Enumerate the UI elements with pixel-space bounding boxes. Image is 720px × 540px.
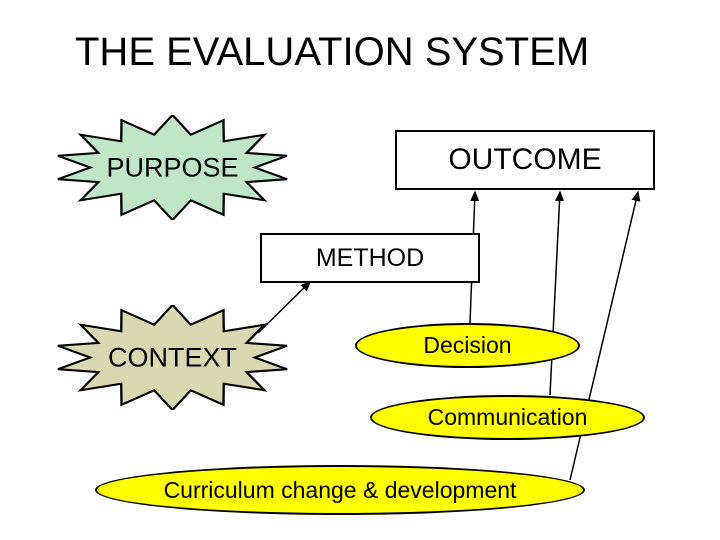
purpose-label: PURPOSE bbox=[55, 152, 290, 183]
edge-curriculum-to-outcome bbox=[570, 192, 638, 480]
decision-label: Decision bbox=[423, 332, 511, 359]
method-node: METHOD bbox=[260, 233, 480, 283]
curriculum-label: Curriculum change & development bbox=[164, 477, 517, 504]
communication-node: Communication bbox=[370, 395, 645, 440]
communication-label: Communication bbox=[428, 404, 588, 431]
outcome-node: OUTCOME bbox=[395, 130, 655, 190]
purpose-node: PURPOSE bbox=[55, 115, 290, 220]
method-label: METHOD bbox=[316, 244, 424, 273]
decision-node: Decision bbox=[355, 323, 580, 368]
curriculum-node: Curriculum change & development bbox=[95, 465, 585, 515]
outcome-label: OUTCOME bbox=[448, 143, 601, 177]
edge-communication-to-outcome bbox=[550, 192, 560, 395]
context-node: CONTEXT bbox=[55, 305, 290, 410]
context-label: CONTEXT bbox=[55, 342, 290, 373]
